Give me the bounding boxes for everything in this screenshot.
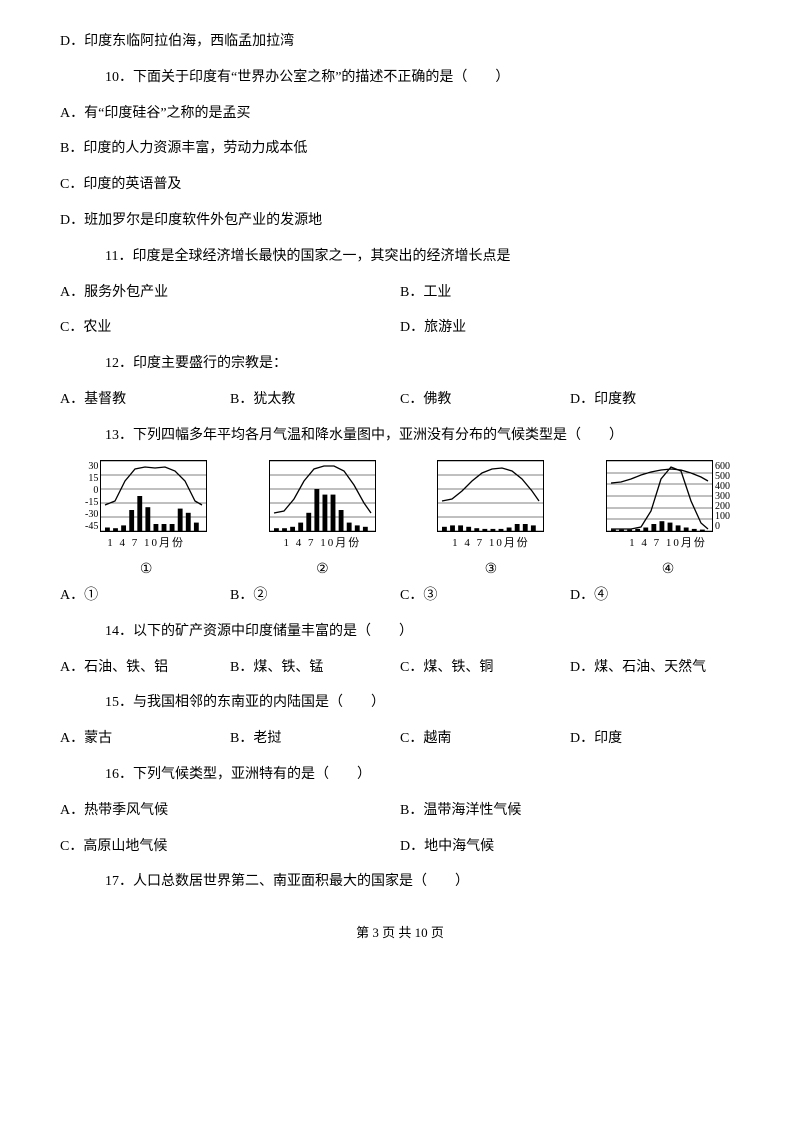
q14-opt-b: B．煤、铁、锰 [230,656,400,680]
q15-opt-a: A．蒙古 [60,727,230,751]
q13-opt-c: C．③ [400,584,570,608]
q16-stem: 16．下列气候类型，亚洲特有的是（ ） [60,763,740,787]
q10-opt-c: C．印度的英语普及 [60,173,740,197]
q13-opt-d: D．④ [570,584,740,608]
q10-opt-b: B．印度的人力资源丰富，劳动力成本低 [60,137,740,161]
q13-charts: 30150-15-30-451 4 7 10月份① 1 4 7 10月份② 1 4 … [85,460,740,582]
q11-opt-d: D．旅游业 [400,316,740,340]
q14-opts: A．石油、铁、铝 B．煤、铁、锰 C．煤、铁、铜 D．煤、石油、天然气 [60,656,740,680]
climate-chart-1: 30150-15-30-451 4 7 10月份① [85,460,207,582]
q12-opt-d: D．印度教 [570,388,740,412]
q13-stem: 13．下列四幅多年平均各月气温和降水量图中，亚洲没有分布的气候类型是（ ） [60,424,740,448]
q11-opt-c: C．农业 [60,316,400,340]
q16-opt-d: D．地中海气候 [400,835,740,859]
q11-opt-b: B．工业 [400,281,740,305]
q15-stem: 15．与我国相邻的东南亚的内陆国是（ ） [60,691,740,715]
q15-opt-b: B．老挝 [230,727,400,751]
climate-chart-2: 1 4 7 10月份② [269,460,376,582]
q16-opt-b: B．温带海洋性气候 [400,799,740,823]
q12-opt-c: C．佛教 [400,388,570,412]
q11-opts-row2: C．农业 D．旅游业 [60,316,740,340]
q12-opts: A．基督教 B．犹太教 C．佛教 D．印度教 [60,388,740,412]
q11-stem: 11．印度是全球经济增长最快的国家之一，其突出的经济增长点是 [60,245,740,269]
climate-chart-4: 60050040030020010001 4 7 10月份④ [606,460,730,582]
climate-chart-3: 1 4 7 10月份③ [437,460,544,582]
q16-opts-row1: A．热带季风气候 B．温带海洋性气候 [60,799,740,823]
q13-opt-b: B．② [230,584,400,608]
q16-opt-c: C．高原山地气候 [60,835,400,859]
q16-opts-row2: C．高原山地气候 D．地中海气候 [60,835,740,859]
q11-opts-row1: A．服务外包产业 B．工业 [60,281,740,305]
q15-opts: A．蒙古 B．老挝 C．越南 D．印度 [60,727,740,751]
q11-opt-a: A．服务外包产业 [60,281,400,305]
q15-opt-c: C．越南 [400,727,570,751]
q14-stem: 14．以下的矿产资源中印度储量丰富的是（ ） [60,620,740,644]
q12-opt-b: B．犹太教 [230,388,400,412]
q10-opt-d: D．班加罗尔是印度软件外包产业的发源地 [60,209,740,233]
q15-opt-d: D．印度 [570,727,740,751]
q14-opt-c: C．煤、铁、铜 [400,656,570,680]
q12-stem: 12．印度主要盛行的宗教是： [60,352,740,376]
q12-opt-a: A．基督教 [60,388,230,412]
q9-option-d: D．印度东临阿拉伯海，西临孟加拉湾 [60,30,740,54]
q17-stem: 17．人口总数居世界第二、南亚面积最大的国家是（ ） [60,870,740,894]
page-footer: 第 3 页 共 10 页 [60,922,740,944]
q13-opt-a: A．① [60,584,230,608]
q10-stem: 10．下面关于印度有“世界办公室之称”的描述不正确的是（ ） [60,66,740,90]
q14-opt-d: D．煤、石油、天然气 [570,656,740,680]
q13-opts: A．① B．② C．③ D．④ [60,584,740,608]
q10-opt-a: A．有“印度硅谷”之称的是孟买 [60,102,740,126]
q14-opt-a: A．石油、铁、铝 [60,656,230,680]
q16-opt-a: A．热带季风气候 [60,799,400,823]
